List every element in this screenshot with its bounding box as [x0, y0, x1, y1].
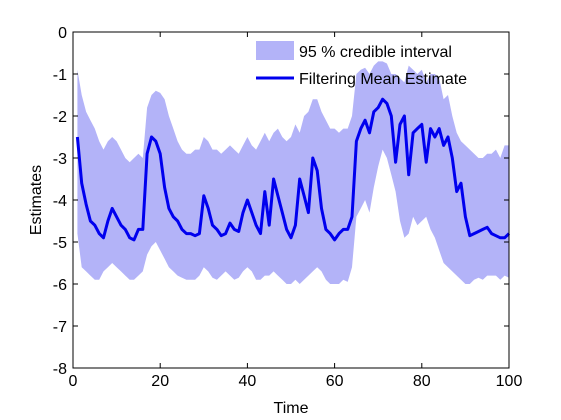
x-tick-label: 40 [239, 373, 257, 390]
x-axis-label: Time [274, 400, 309, 417]
y-axis-label: Estimates [28, 165, 45, 235]
y-tick-label: -8 [53, 361, 67, 378]
filtering-mean-line [75, 97, 511, 242]
y-tick-label: -1 [53, 67, 67, 84]
x-tick-label: 80 [413, 373, 431, 390]
y-tick-label: 0 [58, 25, 67, 42]
legend-swatch-interval [256, 41, 294, 60]
x-tick-label: 60 [326, 373, 344, 390]
credible-interval-band [77, 61, 510, 285]
x-axis: 0 20 40 60 80 100 [69, 32, 523, 390]
x-tick-label: 20 [151, 373, 169, 390]
y-tick-label: -6 [53, 277, 67, 294]
legend-label-mean: Filtering Mean Estimate [299, 71, 467, 88]
mean-line-layer [75, 97, 511, 242]
y-tick-label: -2 [53, 109, 67, 126]
x-tick-label: 100 [496, 373, 523, 390]
y-tick-label: -5 [53, 235, 67, 252]
legend-label-interval: 95 % credible interval [299, 44, 452, 61]
y-tick-label: -7 [53, 319, 67, 336]
y-tick-label: -4 [53, 193, 67, 210]
credible-interval-layer [77, 61, 510, 285]
legend: 95 % credible interval Filtering Mean Es… [256, 41, 467, 88]
y-tick-label: -3 [53, 151, 67, 168]
x-tick-label: 0 [69, 373, 78, 390]
y-axis: 0 -1 -2 -3 -4 -5 -6 -7 -8 [53, 25, 509, 378]
